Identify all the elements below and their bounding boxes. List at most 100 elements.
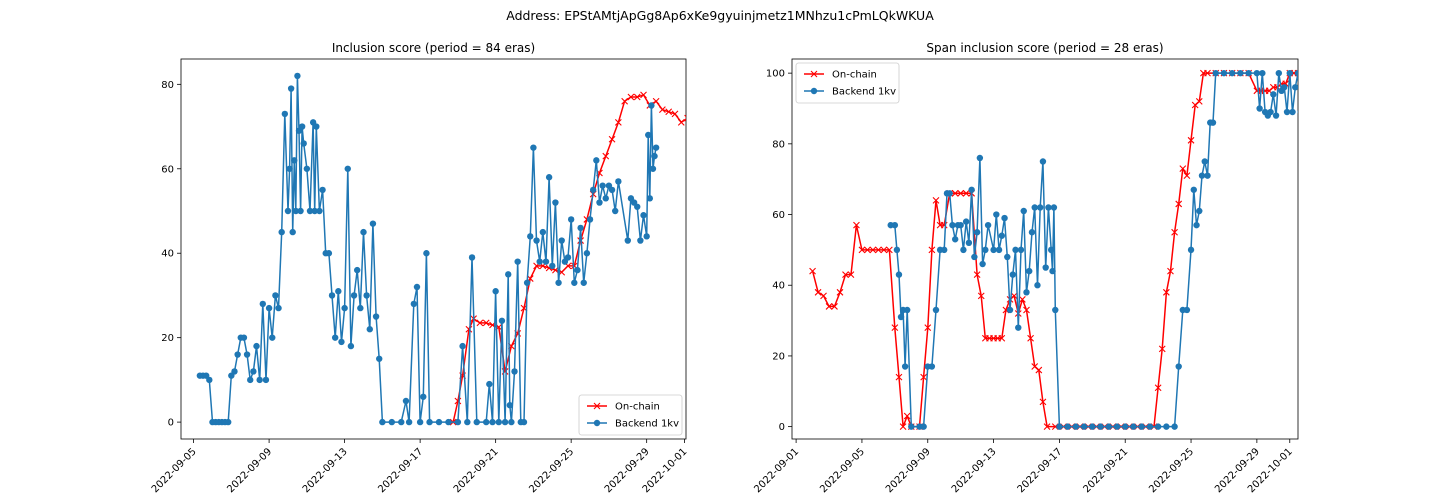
data-point <box>973 229 981 236</box>
data-point <box>901 363 909 370</box>
data-point <box>545 174 553 181</box>
data-point <box>652 144 660 151</box>
data-point <box>363 292 370 299</box>
data-point <box>633 93 641 101</box>
data-point <box>366 326 373 333</box>
data-point <box>234 351 241 358</box>
data-point <box>645 131 652 139</box>
data-point <box>842 271 849 279</box>
series-line <box>811 72 1298 428</box>
data-point <box>1026 267 1033 275</box>
data-point <box>476 319 484 327</box>
data-point <box>413 283 421 291</box>
data-point <box>311 207 318 215</box>
x-tick-label: 2022-09-21 <box>1081 446 1130 495</box>
data-point <box>1179 165 1187 172</box>
data-point <box>995 246 1003 254</box>
data-point <box>932 306 940 314</box>
data-point <box>498 317 506 324</box>
data-point <box>445 418 452 426</box>
data-point <box>1047 246 1055 254</box>
data-point <box>1052 306 1059 314</box>
data-point <box>1283 108 1291 116</box>
data-point <box>558 237 565 244</box>
data-point <box>580 279 587 286</box>
data-point <box>608 135 616 143</box>
data-point <box>973 271 981 279</box>
data-point <box>335 288 342 295</box>
legend: On-chain Backend 1kv <box>795 62 900 104</box>
series-on-chain <box>809 69 1298 431</box>
data-point <box>253 342 260 350</box>
data-point <box>1167 267 1174 275</box>
plot-area <box>196 72 686 426</box>
data-point <box>1031 204 1038 211</box>
data-point <box>602 152 610 160</box>
series-backend-1kv <box>196 72 660 426</box>
data-point <box>624 237 631 244</box>
data-point <box>1237 69 1244 77</box>
x-tick-label: 2022-09-05 <box>818 446 867 495</box>
data-point <box>891 221 899 229</box>
data-point <box>891 324 899 332</box>
data-point <box>949 221 956 229</box>
data-point <box>1171 423 1178 430</box>
data-point <box>1138 423 1145 430</box>
data-point <box>820 292 827 300</box>
y-tick-label: 80 <box>161 80 174 91</box>
data-point <box>1309 98 1315 104</box>
legend-box <box>795 62 900 104</box>
data-point <box>224 418 232 426</box>
data-point <box>482 319 490 327</box>
series-on-chain <box>449 91 686 426</box>
data-point <box>423 250 430 257</box>
data-point <box>1190 186 1197 193</box>
data-point <box>489 418 496 426</box>
data-point <box>908 423 915 430</box>
data-point <box>589 186 597 194</box>
y-tick-label: 0 <box>779 422 785 433</box>
data-point <box>1146 423 1154 430</box>
data-point <box>652 97 660 105</box>
data-point <box>465 325 473 333</box>
data-point <box>1001 214 1008 222</box>
data-point <box>1006 306 1014 314</box>
data-point <box>583 250 591 257</box>
y-tick-label: 40 <box>161 249 174 260</box>
axes-frame <box>180 58 687 440</box>
data-point <box>979 260 986 268</box>
data-point <box>893 246 901 254</box>
y-tick-label: 40 <box>772 281 785 292</box>
data-point <box>864 246 871 254</box>
data-point <box>523 279 531 286</box>
data-point <box>962 189 970 197</box>
data-point <box>1045 204 1052 211</box>
data-point <box>240 334 248 341</box>
data-point <box>265 304 273 312</box>
data-point <box>809 267 816 275</box>
data-point <box>259 300 267 308</box>
data-point <box>659 106 666 114</box>
data-point <box>903 412 911 420</box>
plot-area <box>809 69 1315 431</box>
data-point <box>1056 423 1063 430</box>
data-point <box>990 246 997 254</box>
data-point <box>1204 172 1211 179</box>
data-point <box>577 224 584 232</box>
data-point <box>468 254 476 261</box>
data-point <box>1010 292 1018 300</box>
data-point <box>1175 363 1182 370</box>
data-point <box>405 418 413 426</box>
data-point <box>243 351 251 358</box>
data-point <box>552 199 559 206</box>
data-point <box>627 93 635 101</box>
data-point <box>1072 423 1080 430</box>
x-tick-label: 2022-09-01 <box>752 446 801 495</box>
data-point <box>338 338 345 346</box>
data-point <box>920 423 927 430</box>
y-tick-label: 20 <box>772 351 785 362</box>
data-point <box>1220 69 1228 77</box>
data-point <box>1113 423 1121 430</box>
data-point <box>369 220 377 227</box>
data-point <box>1253 69 1261 77</box>
